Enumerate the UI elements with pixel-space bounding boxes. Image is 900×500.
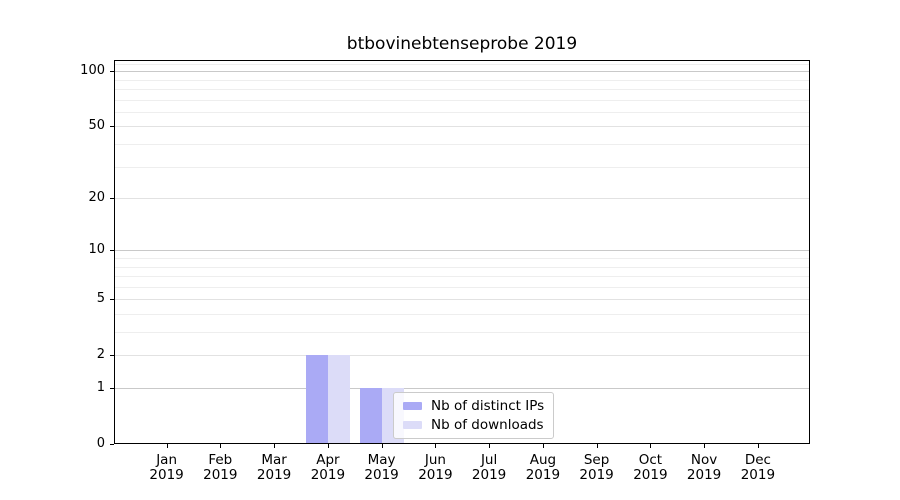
gridline-minor [115,314,809,315]
x-tick-year: 2019 [740,467,776,483]
x-tickmark [489,444,491,448]
x-tick-year: 2019 [310,467,346,483]
x-tick-month: Nov [690,452,718,468]
y-tickmark [110,299,114,301]
x-tick-label: Nov 2019 [672,453,736,483]
gridline-minor [115,258,809,259]
x-tickmark [435,444,437,448]
y-tickmark [110,126,114,128]
x-tick-month: Oct [638,452,663,468]
y-tick-label: 10 [88,242,105,258]
x-tickmark [327,444,329,448]
x-tickmark [542,444,544,448]
x-tickmark [166,444,168,448]
x-tick-month: Feb [208,452,233,468]
x-tick-month: Apr [316,452,340,468]
y-tick-label: 2 [96,347,105,363]
x-tick-year: 2019 [686,467,722,483]
x-tickmark [704,444,706,448]
x-tickmark [220,444,222,448]
x-tick-label: Mar 2019 [242,453,306,483]
x-tick-label: Sep 2019 [565,453,629,483]
gridline-minor [115,99,809,101]
gridline-minor [115,332,809,333]
gridline-minor [115,266,809,268]
legend-label: Nb of distinct IPs [431,398,545,414]
x-tick-month: Jul [480,452,498,468]
gridline-mid [115,355,809,357]
y-tickmark [110,198,114,200]
bar-distinct-ips [359,388,382,444]
x-tick-year: 2019 [418,467,453,483]
x-tick-label: Jan 2019 [135,453,199,483]
x-tick-month: Jan [156,452,177,468]
y-tick-label: 100 [80,63,105,79]
x-tickmark [596,444,598,448]
y-tickmark [110,355,114,357]
y-tick-label: 0 [96,436,105,451]
x-tick-year: 2019 [633,467,668,483]
gridline-mid [115,126,809,128]
x-tick-year: 2019 [471,467,507,483]
x-tickmark [650,444,652,448]
x-tick-month: Mar [261,452,287,468]
x-tick-month: Jun [424,452,446,468]
gridline-minor [115,79,809,81]
x-tick-month: Dec [744,452,771,468]
gridline-minor [115,276,809,277]
x-tick-year: 2019 [149,467,184,483]
x-tick-label: Jun 2019 [403,453,467,483]
gridline-major [115,71,809,73]
legend-swatch [403,421,422,429]
bar-downloads [327,355,350,444]
legend-swatch [403,402,422,410]
y-tickmark [110,71,114,73]
x-tick-month: Sep [583,452,610,468]
y-tickmark [110,388,114,389]
x-tick-label: Dec 2019 [726,453,790,483]
gridline-minor [115,89,809,90]
y-tick-label: 5 [96,291,105,307]
gridline-minor [115,111,809,113]
legend-row: Nb of distinct IPs [403,398,544,414]
y-tick-label: 1 [96,380,105,395]
y-tick-label: 20 [88,190,105,206]
x-tick-year: 2019 [203,467,238,483]
x-tick-month: Aug [529,452,557,468]
legend: Nb of distinct IPs Nb of downloads [393,392,555,439]
gridline-minor [115,286,809,288]
gridline-major [115,250,809,252]
x-tick-label: Jul 2019 [457,453,521,483]
legend-row: Nb of downloads [403,417,544,433]
x-tick-year: 2019 [525,467,561,483]
x-tick-year: 2019 [364,467,399,483]
x-tick-label: Feb 2019 [188,453,252,483]
x-tick-label: Apr 2019 [296,453,360,483]
gridline-major [115,388,809,389]
gridline-minor [115,63,809,65]
gridline-mid [115,198,809,200]
x-tick-year: 2019 [579,467,614,483]
bar-distinct-ips [305,355,328,444]
x-tick-year: 2019 [256,467,292,483]
y-tick-label: 50 [88,118,105,134]
chart-title: btbovinebtenseprobe 2019 [346,34,578,54]
x-tick-label: May 2019 [350,453,414,483]
x-tickmark [381,444,383,448]
gridline-mid [115,299,809,301]
y-tickmark [110,250,114,252]
x-tickmark [274,444,276,448]
y-tickmark [110,444,114,445]
gridline-minor [115,166,809,168]
x-tickmark [757,444,759,448]
x-tick-label: Aug 2019 [511,453,575,483]
legend-label: Nb of downloads [431,417,544,433]
x-tick-month: May [367,452,396,468]
x-tick-label: Oct 2019 [618,453,682,483]
gridline-minor [115,144,809,145]
